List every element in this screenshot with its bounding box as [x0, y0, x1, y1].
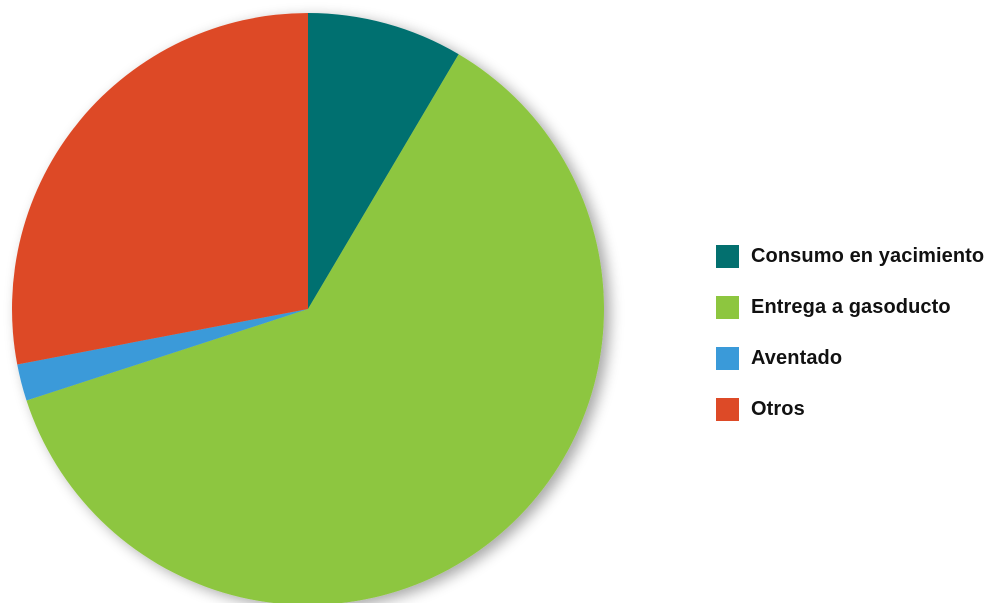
- legend-item-otros: Otros: [716, 396, 984, 422]
- pie-slice-aventado: [17, 309, 309, 401]
- legend-swatch-aventado: [716, 346, 739, 370]
- pie-slice-otros: [11, 13, 309, 365]
- pie-slice-consumo: [308, 13, 459, 309]
- legend-label-entrega: Entrega a gasoducto: [751, 295, 951, 318]
- legend-item-consumo: Consumo en yacimiento: [716, 243, 984, 269]
- legend-item-entrega: Entrega a gasoducto: [716, 294, 984, 320]
- legend-swatch-consumo: [716, 244, 739, 268]
- pie-slices: [11, 13, 604, 603]
- pie-slice-entrega: [26, 54, 604, 603]
- legend-label-aventado: Aventado: [751, 346, 843, 369]
- legend-label-consumo: Consumo en yacimiento: [751, 244, 985, 267]
- legend-item-aventado: Aventado: [716, 345, 984, 371]
- legend-swatch-entrega: [716, 295, 739, 319]
- legend-label-otros: Otros: [751, 397, 805, 420]
- legend-swatch-otros: [716, 397, 739, 421]
- legend: Consumo en yacimiento Entrega a gasoduct…: [716, 243, 984, 447]
